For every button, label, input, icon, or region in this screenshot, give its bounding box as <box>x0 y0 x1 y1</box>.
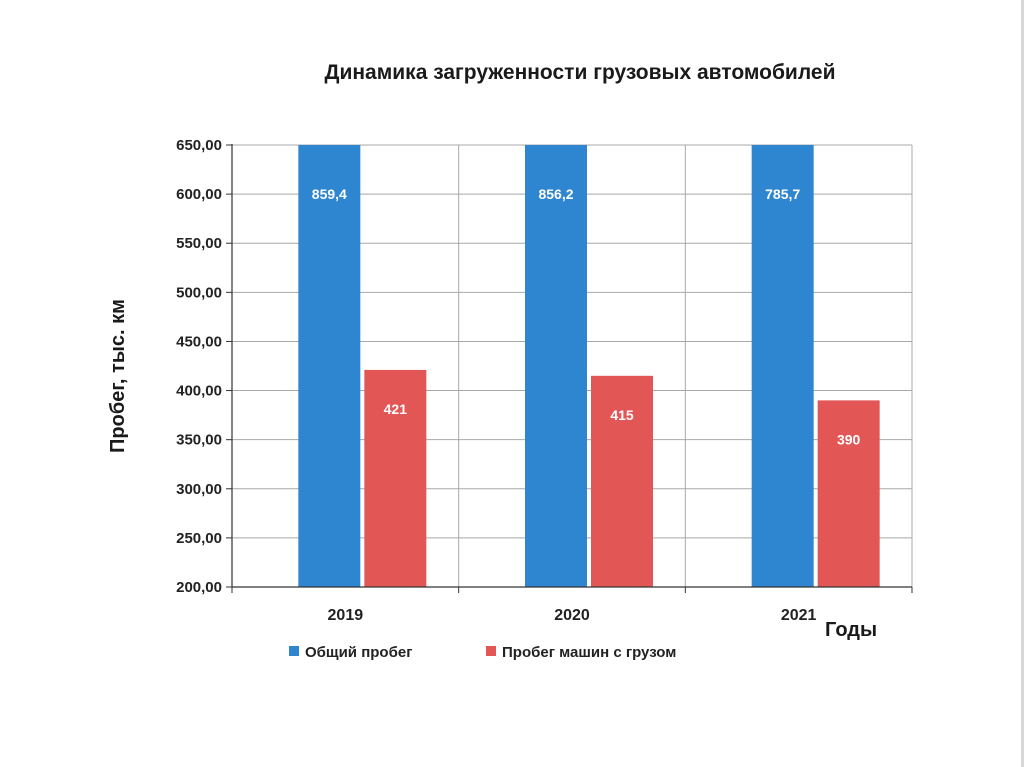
bar-total-mileage <box>751 145 814 587</box>
legend-label-total-mileage: Общий пробег <box>305 644 412 661</box>
bar-total-mileage <box>525 145 587 587</box>
legend: Общий пробег Пробег машин с грузом <box>289 644 676 661</box>
data-label-loaded-mileage: 390 <box>837 431 861 447</box>
chart-bars <box>298 145 880 587</box>
x-category-label: 2020 <box>554 607 590 624</box>
x-category-label: 2021 <box>781 607 817 624</box>
y-tick-label: 550,00 <box>176 235 222 252</box>
data-label-total-mileage: 859,4 <box>312 186 347 202</box>
y-axis-title: Пробег, тыс. км <box>107 299 129 453</box>
bar-total-mileage <box>298 145 361 587</box>
chart-title: Динамика загруженности грузовых автомоби… <box>325 61 836 84</box>
legend-label-loaded-mileage: Пробег машин с грузом <box>502 644 676 661</box>
x-category-labels: 2019 2020 2021 <box>328 607 817 624</box>
legend-swatch-total-mileage <box>289 646 299 656</box>
bar-loaded-mileage <box>817 400 880 587</box>
y-tick-label: 450,00 <box>176 333 222 350</box>
y-tick-label: 500,00 <box>176 284 222 301</box>
y-tick-label: 250,00 <box>176 530 222 547</box>
x-category-label: 2019 <box>328 607 364 624</box>
chart-axes <box>226 144 913 593</box>
y-tick-label: 350,00 <box>176 432 222 449</box>
bar-loaded-mileage <box>364 369 427 587</box>
data-label-total-mileage: 856,2 <box>538 186 573 202</box>
y-tick-label: 300,00 <box>176 481 222 498</box>
y-tick-label: 200,00 <box>176 579 222 596</box>
data-label-loaded-mileage: 415 <box>610 407 634 423</box>
bar-loaded-mileage <box>591 375 653 587</box>
x-axis-title: Годы <box>825 619 877 641</box>
y-tick-label: 600,00 <box>176 186 222 203</box>
y-tick-label: 650,00 <box>176 137 222 154</box>
y-tick-label: 400,00 <box>176 383 222 400</box>
slide-edge <box>1021 0 1024 767</box>
legend-swatch-loaded-mileage <box>486 646 496 656</box>
data-labels: 859,4 856,2 785,7 421 415 390 <box>312 186 861 447</box>
data-label-total-mileage: 785,7 <box>765 186 800 202</box>
y-tick-labels: 200,00 250,00 300,00 350,00 400,00 450,00 500,… <box>176 137 222 596</box>
data-label-loaded-mileage: 421 <box>384 401 408 417</box>
